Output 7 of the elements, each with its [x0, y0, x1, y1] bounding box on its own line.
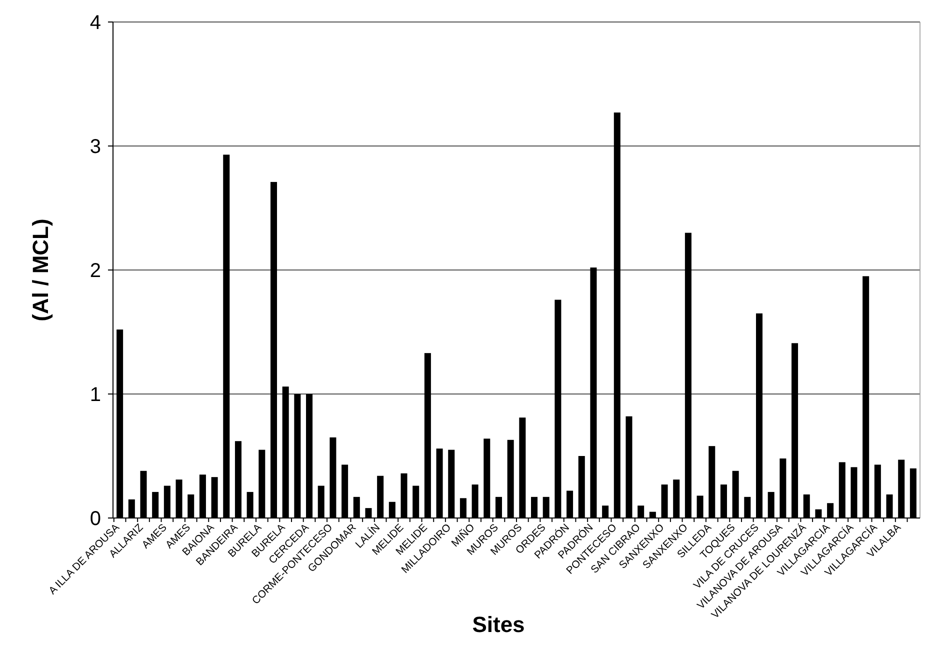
- y-tick-label: 4: [90, 12, 101, 34]
- y-tick-label: 0: [90, 508, 101, 530]
- y-tick-label: 3: [90, 136, 101, 158]
- y-tick-label: 1: [90, 384, 101, 406]
- y-tick-label: 2: [90, 260, 101, 282]
- y-axis-title: (Al / MCL): [28, 218, 53, 322]
- x-axis-title: Sites: [472, 612, 525, 637]
